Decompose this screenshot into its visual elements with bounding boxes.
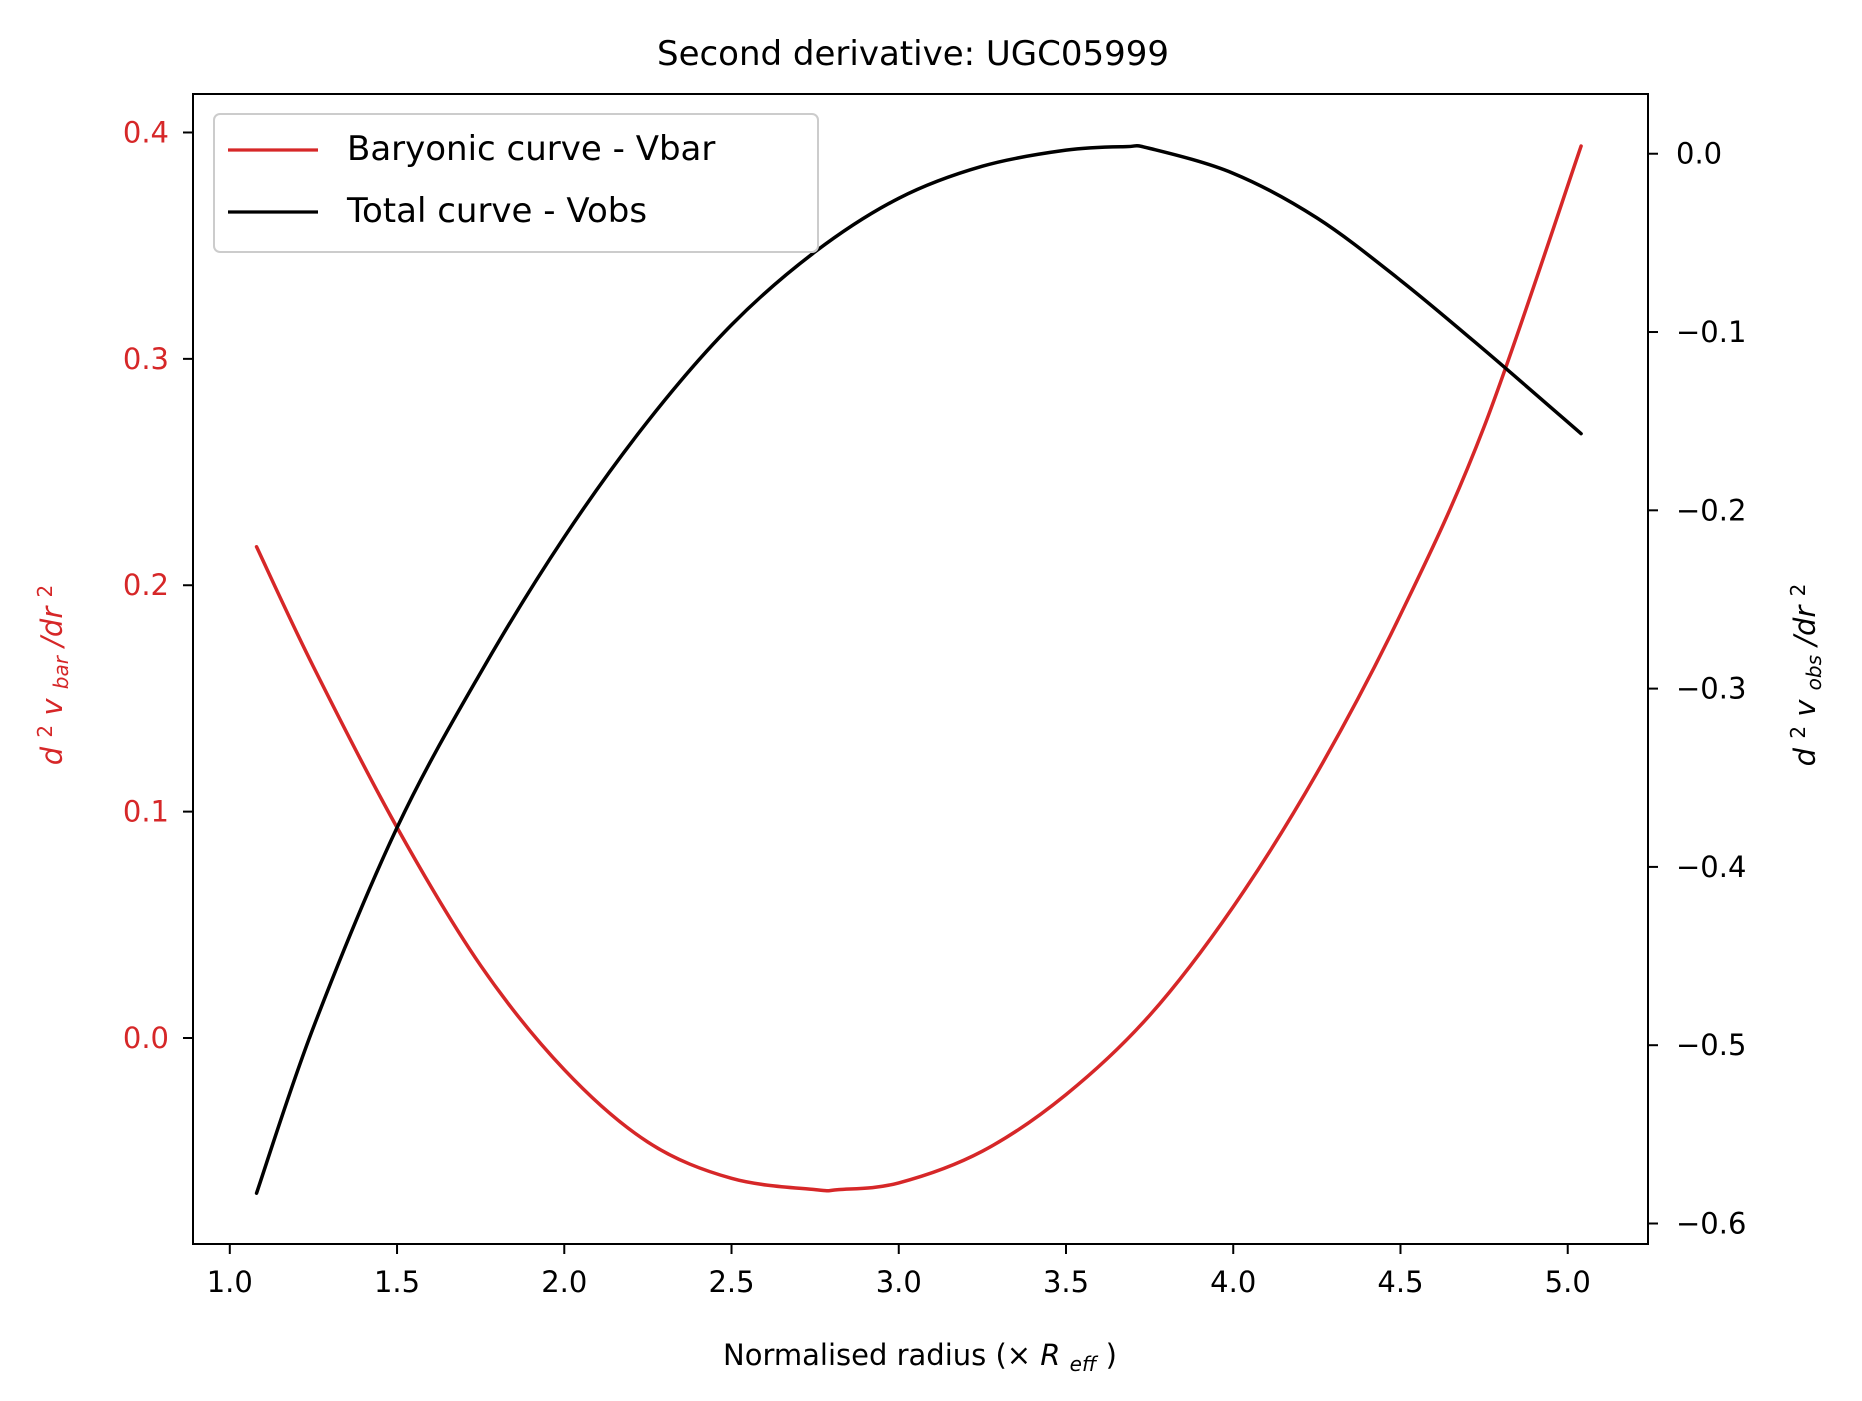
y-axis-right: 0.0 −0.1 −0.2 −0.3 −0.4 −0.5 −0.6 [1648, 137, 1746, 1240]
legend: Baryonic curve - Vbar Total curve - Vobs [213, 113, 819, 253]
x-tick-label: 4.0 [1210, 1265, 1256, 1299]
left-y-axis-label-sub: bar [49, 654, 73, 689]
right-y-axis-label-sup2: 2 [1786, 584, 1810, 597]
x-tick-label: 3.5 [1043, 1265, 1089, 1299]
x-axis-label-math-main: R [1040, 1338, 1060, 1372]
x-tick-label: 2.5 [708, 1265, 754, 1299]
series-layer [254, 143, 1583, 1195]
right-y-axis-label-d: d [1788, 747, 1822, 766]
left-y-axis-label-sup1: 2 [33, 725, 57, 738]
x-axis: 1.0 1.5 2.0 2.5 3.0 3.5 4.0 4.5 5.0 [207, 1244, 1591, 1299]
right-y-axis-label-sup1: 2 [1786, 726, 1810, 739]
y-right-tick-label: −0.5 [1676, 1028, 1746, 1062]
x-tick-label: 3.0 [876, 1265, 922, 1299]
x-tick-label: 5.0 [1545, 1265, 1591, 1299]
right-y-axis-label-mid: /dr [1788, 604, 1822, 649]
y-left-tick-label: 0.2 [123, 568, 169, 602]
y-right-tick-label: −0.1 [1676, 315, 1746, 349]
right-y-axis-label: d 2 v obs /dr 2 [1778, 584, 1828, 767]
right-y-axis-label-sub: obs [1802, 655, 1826, 690]
right-y-axis-label-v: v [1788, 699, 1822, 717]
left-y-axis-label-v: v [35, 698, 69, 716]
left-y-axis-label: d 2 v bar /dr 2 [25, 585, 75, 765]
plot-frame [192, 93, 1649, 1245]
x-tick-label: 2.0 [541, 1265, 587, 1299]
legend-total-label: Total curve - Vobs [346, 191, 647, 231]
y-left-tick-label: 0.0 [123, 1021, 169, 1055]
y-left-tick-label: 0.4 [123, 115, 169, 149]
chart-title: Second derivative: UGC05999 [657, 34, 1169, 74]
x-tick-label: 4.5 [1377, 1265, 1423, 1299]
legend-box [213, 113, 819, 253]
x-tick-label: 1.5 [374, 1265, 420, 1299]
y-right-tick-label: −0.2 [1676, 493, 1746, 527]
x-axis-label-suffix: ) [1106, 1338, 1117, 1372]
y-right-tick-label: −0.3 [1676, 672, 1746, 706]
y-axis-left: 0.0 0.1 0.2 0.3 0.4 [123, 115, 193, 1055]
left-y-axis-label-sup2: 2 [33, 585, 57, 598]
baryonic-curve-line [254, 144, 1583, 1193]
x-axis-label: Normalised radius (× R eff ) [723, 1338, 1117, 1378]
y-left-tick-label: 0.1 [123, 795, 169, 829]
y-right-tick-label: −0.6 [1676, 1206, 1746, 1240]
y-left-tick-label: 0.3 [123, 342, 169, 376]
y-right-tick-label: −0.4 [1676, 850, 1746, 884]
x-tick-label: 1.0 [207, 1265, 253, 1299]
left-y-axis-label-d: d [35, 746, 69, 765]
y-right-tick-label: 0.0 [1676, 137, 1722, 171]
x-axis-label-math-sub: eff [1070, 1352, 1099, 1376]
left-y-axis-label-mid: /dr [35, 605, 69, 650]
x-axis-label-prefix: Normalised radius (× [723, 1338, 1031, 1372]
legend-baryonic-label: Baryonic curve - Vbar [347, 129, 715, 169]
total-curve-line [254, 143, 1583, 1195]
